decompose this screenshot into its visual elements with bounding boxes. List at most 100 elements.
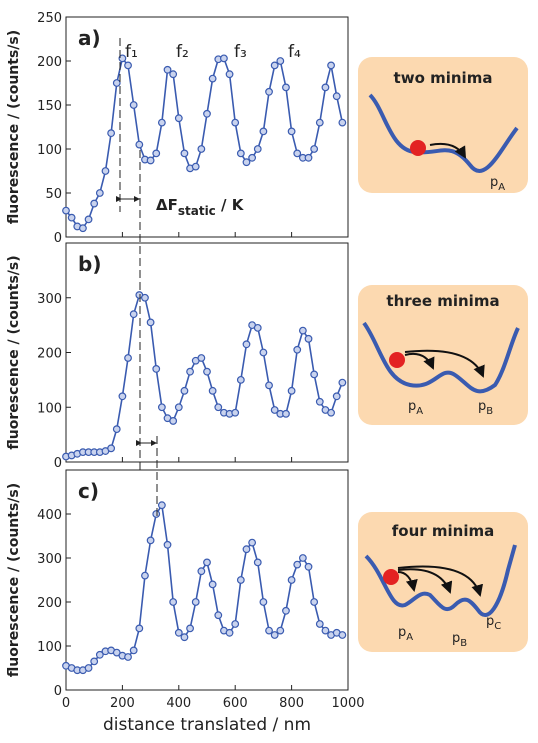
y-tick-label: 0 [54,456,62,471]
y-tick-label: 0 [54,684,62,699]
diagram-label: pB [452,631,467,649]
plot-frame [65,469,349,691]
data-point [146,536,155,545]
data-point [208,386,217,395]
data-point [174,403,183,412]
panel: 0 50 100 150 200 250 a) fluorescence / (counts/… [6,11,349,246]
data-point [242,158,251,167]
y-tick-label: 200 [37,596,62,611]
data-point [287,576,296,584]
data-point [112,425,121,434]
data-point [203,367,211,376]
data-point [129,101,138,109]
data-point [169,70,178,79]
annotation: f₄ [288,42,301,62]
x-tick-label: 800 [279,696,304,711]
data-point [276,57,285,65]
potential [362,321,520,394]
data-point [146,156,155,165]
data-point [129,646,138,655]
x-axis-label: distance translated / nm [103,715,311,735]
data-point [282,409,290,418]
data-point [157,501,166,510]
hop-arrow [397,565,484,597]
annotation: f₂ [176,42,189,62]
data-point [310,145,319,153]
data-point [180,633,189,642]
label-p: p [486,614,494,629]
data-point [321,626,330,635]
label-p: p [408,399,416,414]
data-point [174,628,183,637]
hop-arrow [397,571,418,592]
data-point [79,224,87,233]
diagram-box [358,57,528,193]
data-point [197,145,206,153]
data-point [270,406,279,414]
label-sub: B [486,406,493,417]
label-sub: A [498,182,505,193]
data-point [315,397,324,406]
y-tick-label: 400 [37,508,62,523]
data-line [65,502,343,671]
data-point [332,92,341,101]
diagram: three minima pA pB [358,285,528,425]
y-axis-label: fluorescence / (counts/s) [6,255,22,449]
data-point [152,365,161,373]
data-point [304,562,313,571]
data-point [146,318,155,327]
hop-arrow [397,568,453,594]
data-point [214,403,223,412]
data-point [270,61,279,70]
data-point [90,199,99,208]
data-point [84,215,93,224]
data-point [152,149,161,158]
y-tick-label: 250 [37,11,62,26]
data-point [293,560,302,569]
data-point [253,145,262,153]
plot-frame [65,242,349,463]
y-tick-label: 300 [37,552,62,567]
data-point [157,403,166,412]
label-p: p [398,625,406,640]
data-line [65,56,344,230]
data-point [107,129,116,138]
label-p: p [490,175,498,190]
potential [368,93,519,173]
data-point [180,386,189,395]
panel-label: b) [78,252,101,276]
shift-main: ΔF [156,196,178,214]
data-point [293,345,302,354]
data-point [84,664,93,672]
data-point [259,127,268,136]
diagram-label: pC [486,614,501,632]
data-point [169,598,178,606]
data-point [315,620,324,628]
annotation: f₁ [125,42,138,62]
data-point [304,153,313,162]
label-sub: A [416,406,423,417]
data-point [293,149,302,158]
data-point [169,417,178,425]
x-tick-label: 200 [110,696,135,711]
data-point [186,624,194,633]
label-sub: C [494,621,501,632]
data-point [186,367,194,376]
data-point [118,54,127,63]
diagram: four minima pA pB pC [358,512,528,652]
y-tick-label: 200 [37,55,62,70]
data-point [242,340,251,349]
data-point [338,118,347,127]
data-point [129,310,138,319]
particle [383,569,399,585]
data-point [152,510,161,518]
data-point [95,189,104,197]
diagram-label: pA [408,399,423,417]
data-point [231,118,240,127]
shift-tail: / K [216,196,245,214]
data-point [124,354,132,362]
y-tick-label: 100 [37,640,62,655]
data-point [287,127,296,136]
diagram-label: pA [398,625,413,643]
